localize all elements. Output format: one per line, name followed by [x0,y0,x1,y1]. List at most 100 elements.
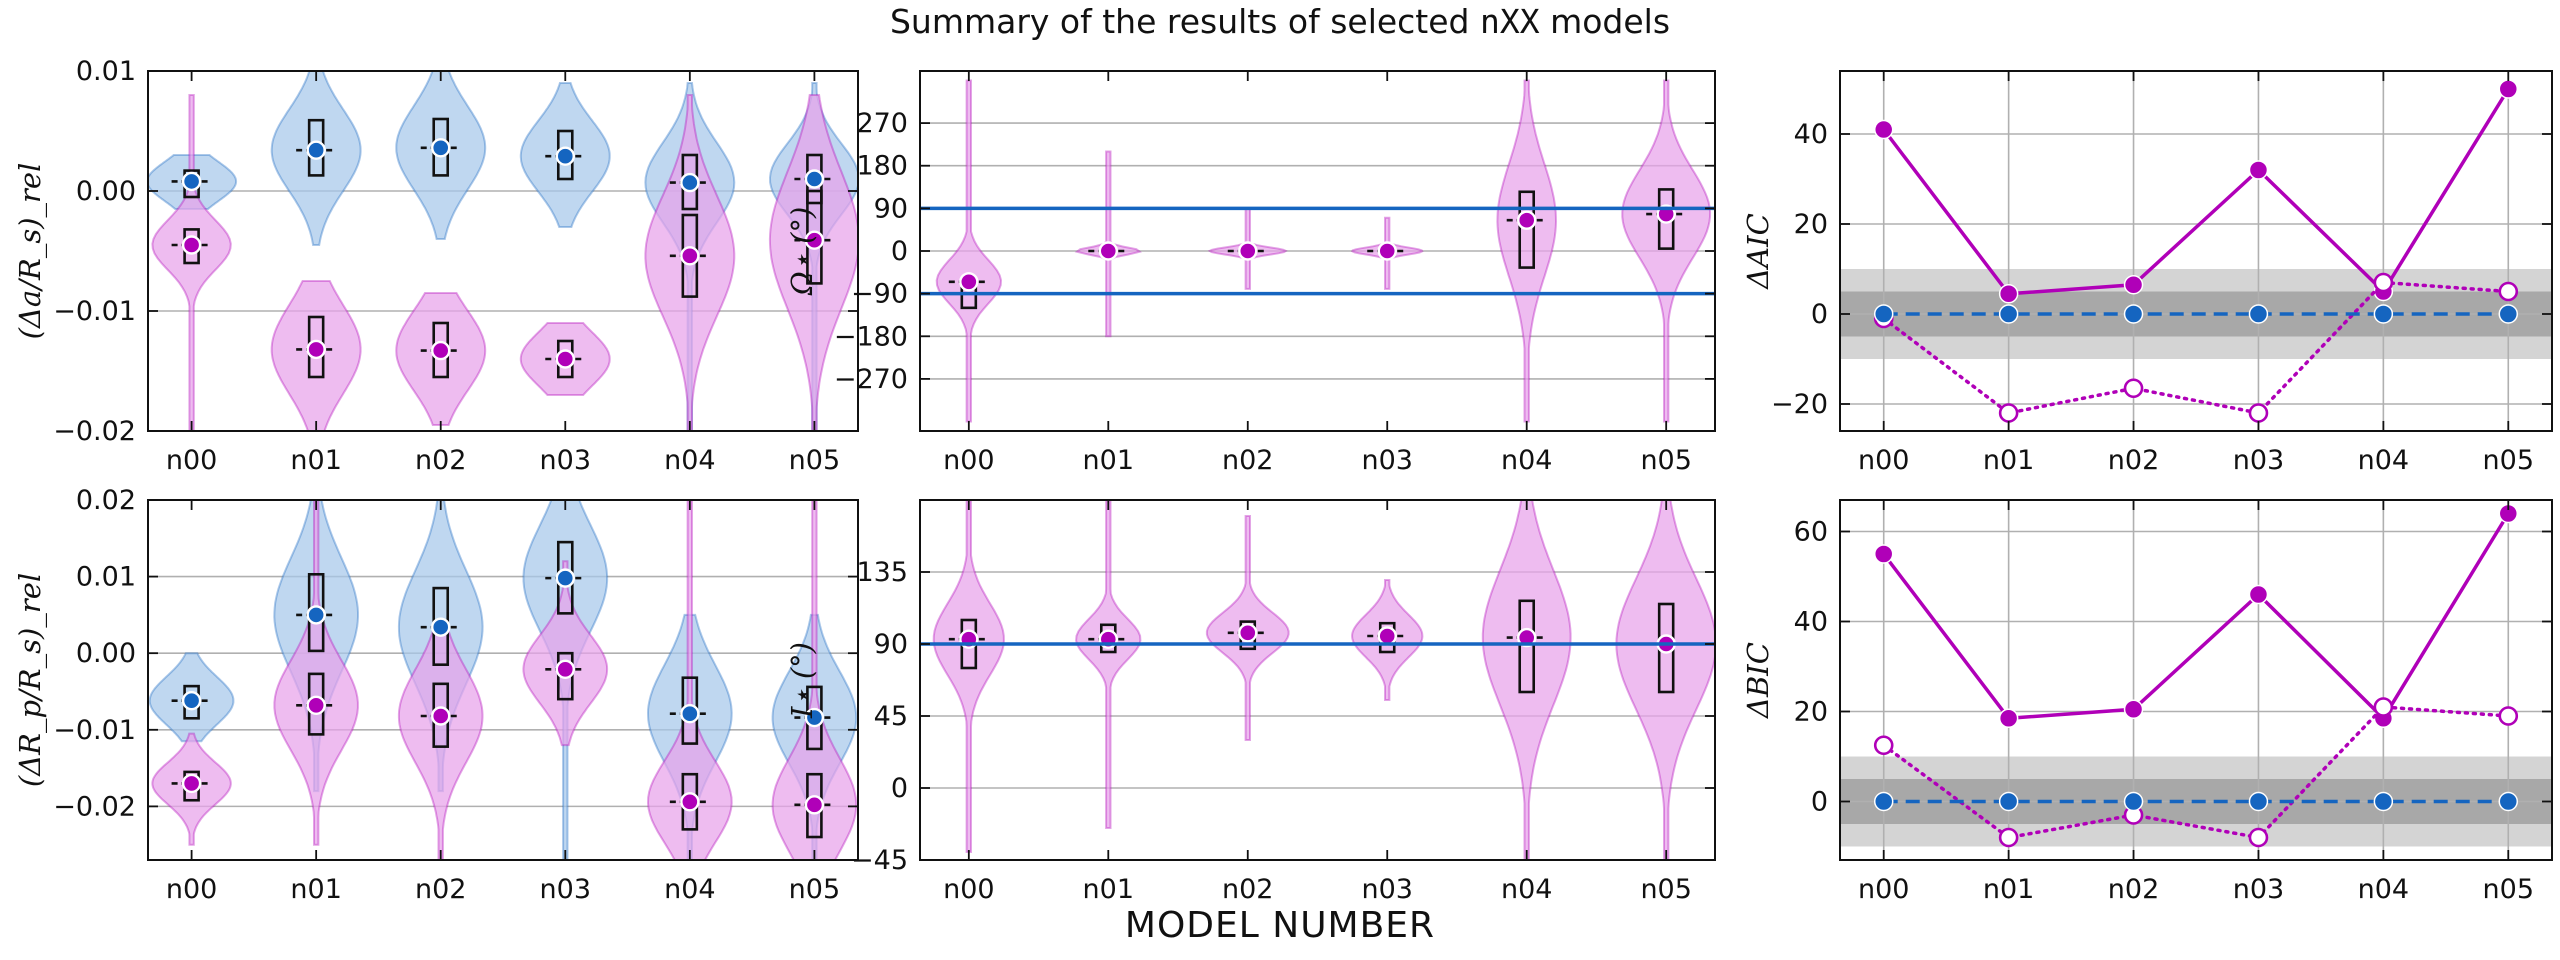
panel-a-rel: −0.02 −0.01 0.00 0.01 n00 n01 n02 n03 n04 n05 (Δa/… [13,56,859,476]
median-point [680,704,700,724]
median-point [804,795,825,815]
median-point [431,617,451,637]
x-tick-label: n03 [540,874,591,905]
x-tick-label: n01 [290,874,341,905]
quartile-box [1518,599,1536,694]
median-point [181,773,202,794]
y-tick-label: 0.00 [76,176,136,207]
median-point [181,690,202,711]
x-tick-label: n02 [2108,874,2159,905]
median-point [1377,626,1397,646]
y-tick-label: 90 [874,193,908,224]
data-point-dotted [2373,272,2394,293]
y-tick-label: −90 [851,279,908,310]
y-axis-label: (Δa/R_s)_rel [13,163,48,340]
data-point-baseline [2373,304,2394,324]
x-tick-label: n04 [1501,874,1552,905]
panel-i-star: −45 0 45 90 135 n00 n01 n02 n03 n04 n05 I⋆ (°) [785,499,1716,905]
y-tick-label: 270 [856,108,908,139]
y-tick-label: 0.01 [76,56,136,87]
x-tick-label: n04 [664,445,715,476]
panel-delta-aic: −20 0 20 40 n00 n01 n02 n03 n04 n05 ΔAIC [1741,70,2553,476]
y-axis-label: ΔBIC [1741,642,1775,719]
x-tick-label: n02 [415,445,466,476]
median-point [1098,241,1118,261]
y-tick-label: 45 [874,701,908,732]
y-tick-label: 40 [1794,607,1828,638]
data-point-baseline [2123,304,2144,324]
data-point-dotted [2498,706,2519,726]
y-tick-label: 40 [1794,119,1828,150]
x-tick-label: n05 [789,445,840,476]
y-tick-label: 0 [1811,787,1828,818]
y-tick-label: 0 [891,236,908,267]
x-tick-label: n00 [1858,445,1909,476]
plot-area [920,79,1715,423]
x-tick-label: n04 [664,874,715,905]
data-point-solid [2248,584,2269,605]
x-tick-label: n03 [540,445,591,476]
y-tick-label: 20 [1794,697,1828,728]
data-point-baseline [2498,304,2519,324]
panel-rp-rel: −0.02 −0.01 0.00 0.01 0.02 n00 n01 n02 n03 n04 n05… [13,485,859,905]
data-point-solid [2123,275,2144,295]
median-point [680,792,700,812]
x-tick-label: n02 [1222,874,1273,905]
data-point-baseline [2373,791,2394,812]
y-tick-label: 0 [1811,299,1828,330]
y-tick-label: −270 [834,364,908,395]
data-point-dotted [1998,403,2019,423]
median-point [680,172,700,193]
data-point-dotted [2373,697,2394,717]
data-point-solid [1873,544,1894,564]
data-point-baseline [2123,791,2144,812]
quartile-box [556,651,574,701]
data-point-solid [1998,708,2019,728]
x-tick-label: n00 [943,874,994,905]
x-tick-label: n04 [2358,445,2409,476]
title-code: nXX [1480,2,1540,41]
violin-magenta [1481,500,1572,860]
plot-area [1840,71,2552,431]
median-point [306,140,326,160]
y-tick-label: −180 [834,321,908,352]
median-point [555,659,575,679]
axes-frame [147,70,859,432]
median-point [1238,623,1258,643]
data-point-solid [2248,160,2269,180]
title-suffix: models [1539,2,1671,41]
data-point-dotted [1998,827,2019,848]
violin-magenta [932,500,1005,853]
median-point [555,349,575,369]
median-point [1517,210,1537,230]
x-tick-label: n01 [1083,874,1134,905]
axes-frame [147,499,859,861]
median-point [804,169,825,189]
y-tick-label: 0.01 [76,562,136,593]
data-point-baseline [1873,791,1894,812]
series-line-dotted [1881,280,2511,415]
x-tick-label: n01 [1083,445,1134,476]
y-tick-label: −0.01 [53,296,136,327]
x-tick-label: n01 [1983,874,2034,905]
plot-area [1840,500,2552,860]
panel-omega-star: −270 −180 −90 0 90 180 270 n00 n01 n02 n03 n04 n05 Ω⋆… [785,70,1716,476]
x-tick-label: n00 [1858,874,1909,905]
violin-magenta [273,500,359,846]
x-tick-label: n02 [415,874,466,905]
data-point-solid [1873,119,1894,140]
plot-area [148,500,858,860]
y-axis-label: ΔAIC [1741,213,1775,290]
x-tick-label: n05 [2483,445,2534,476]
violin-magenta [771,500,858,860]
violin-magenta [1621,79,1712,423]
x-tick-label: n01 [290,445,341,476]
plot-area [920,500,1715,860]
x-tick-label: n04 [1501,445,1552,476]
series-line-solid [1882,88,2510,296]
x-tick-label: n03 [1362,874,1413,905]
series-line-solid [1882,512,2510,722]
plot-area [148,71,858,431]
y-tick-label: −0.02 [53,791,136,822]
